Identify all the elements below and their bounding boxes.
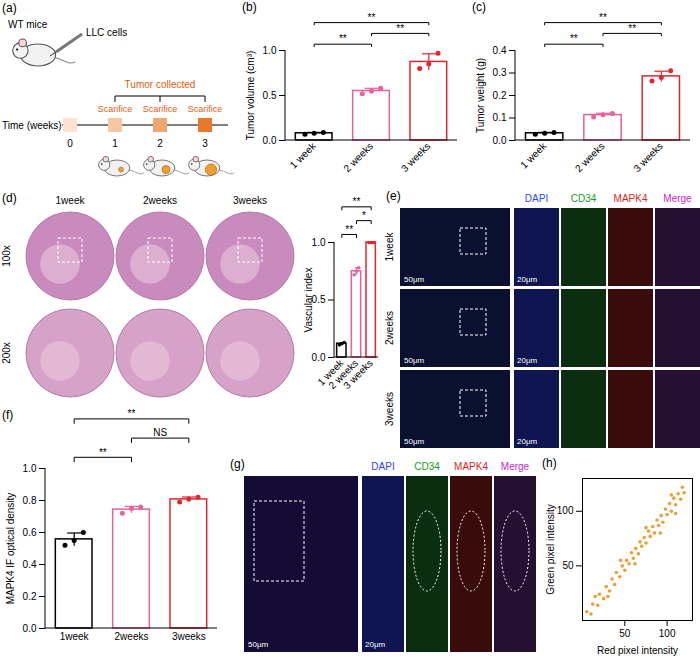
svg-text:2 weeks: 2 weeks (341, 140, 375, 174)
svg-text:**: ** (570, 33, 578, 44)
svg-text:0.0: 0.0 (263, 135, 277, 146)
svg-text:MAPK4 IF optical density: MAPK4 IF optical density (5, 493, 16, 605)
svg-text:**: ** (368, 12, 376, 23)
svg-text:0.6: 0.6 (23, 527, 37, 538)
svg-text:Scarifice: Scarifice (98, 104, 133, 114)
svg-text:3 weeks: 3 weeks (341, 357, 375, 391)
svg-text:1week: 1week (384, 232, 395, 262)
svg-text:3weeks: 3weeks (233, 195, 267, 206)
svg-text:0.2: 0.2 (493, 90, 507, 101)
svg-text:(g): (g) (230, 457, 245, 471)
svg-text:(e): (e) (386, 189, 401, 203)
svg-text:LLC cells: LLC cells (86, 27, 127, 38)
svg-text:0.3: 0.3 (493, 67, 507, 78)
svg-text:1.0: 1.0 (312, 237, 326, 248)
svg-text:MAPK4: MAPK4 (454, 461, 488, 472)
svg-text:1week: 1week (60, 631, 90, 642)
svg-text:20μm: 20μm (365, 640, 386, 649)
html-text:(h): (h) (542, 456, 557, 470)
svg-text:0.0: 0.0 (23, 623, 37, 634)
svg-text:3weeks: 3weeks (172, 631, 206, 642)
svg-text:0: 0 (67, 138, 73, 149)
svg-text:*: * (362, 210, 366, 221)
svg-text:3 weeks: 3 weeks (631, 140, 665, 174)
svg-text:20μm: 20μm (517, 356, 538, 365)
html-text:(c): (c) (472, 0, 486, 14)
svg-text:**: ** (345, 224, 353, 235)
svg-text:**: ** (353, 196, 361, 207)
svg-text:Merge: Merge (663, 193, 692, 204)
svg-text:50μm: 50μm (404, 275, 425, 284)
svg-text:1.0: 1.0 (23, 463, 37, 474)
svg-text:DAPI: DAPI (525, 193, 548, 204)
svg-text:0.0: 0.0 (493, 135, 507, 146)
svg-text:Scarifice: Scarifice (188, 104, 223, 114)
svg-text:(d): (d) (2, 191, 17, 205)
svg-text:100: 100 (557, 505, 574, 516)
svg-text:DAPI: DAPI (371, 461, 394, 472)
svg-text:**: ** (599, 12, 607, 23)
svg-text:CD34: CD34 (571, 193, 597, 204)
svg-text:0.4: 0.4 (23, 559, 37, 570)
svg-text:50: 50 (562, 560, 574, 571)
svg-text:2weeks: 2weeks (143, 195, 177, 206)
svg-text:3weeks: 3weeks (384, 392, 395, 426)
svg-text:2weeks: 2weeks (115, 631, 149, 642)
svg-text:Time (weeks): Time (weeks) (2, 120, 62, 131)
svg-text:200x: 200x (1, 342, 12, 364)
svg-text:Red pixel intensity: Red pixel intensity (597, 645, 678, 656)
svg-text:50μm: 50μm (404, 437, 425, 446)
svg-text:MAPK4: MAPK4 (614, 193, 648, 204)
svg-text:20μm: 20μm (517, 275, 538, 284)
svg-text:1 week: 1 week (288, 140, 319, 171)
svg-text:0.1: 0.1 (493, 112, 507, 123)
svg-text:50μm: 50μm (404, 356, 425, 365)
svg-text:3 weeks: 3 weeks (399, 140, 433, 174)
svg-text:100x: 100x (1, 245, 12, 267)
svg-text:50μm: 50μm (248, 640, 269, 649)
svg-text:100: 100 (659, 628, 676, 639)
svg-text:Green pixel intensity: Green pixel intensity (545, 504, 556, 595)
svg-text:2: 2 (157, 138, 163, 149)
svg-text:0.4: 0.4 (493, 45, 507, 56)
svg-text:**: ** (99, 447, 107, 458)
html-text:(b): (b) (242, 0, 257, 14)
svg-text:2 weeks: 2 weeks (573, 140, 607, 174)
svg-text:0.0: 0.0 (312, 352, 326, 363)
svg-text:2 weeks: 2 weeks (326, 357, 361, 392)
svg-text:50: 50 (619, 628, 631, 639)
svg-text:3: 3 (202, 138, 208, 149)
html-text:(f): (f) (2, 408, 14, 422)
svg-text:**: ** (396, 23, 404, 34)
svg-text:Vascular index: Vascular index (303, 268, 314, 333)
svg-text:0.5: 0.5 (263, 90, 277, 101)
svg-text:CD34: CD34 (414, 461, 440, 472)
svg-text:Scarifice: Scarifice (143, 104, 178, 114)
svg-text:1 week: 1 week (315, 357, 346, 388)
svg-text:1: 1 (112, 138, 118, 149)
svg-text:0.2: 0.2 (23, 591, 37, 602)
svg-text:1.0: 1.0 (263, 45, 277, 56)
svg-text:NS: NS (153, 427, 167, 438)
svg-text:**: ** (128, 408, 136, 419)
svg-text:0.8: 0.8 (23, 495, 37, 506)
svg-text:Tumor volume (cm³): Tumor volume (cm³) (245, 51, 256, 141)
svg-text:Tumor weight (g): Tumor weight (g) (475, 58, 486, 133)
svg-text:20μm: 20μm (517, 437, 538, 446)
svg-text:Tumor collected: Tumor collected (125, 79, 196, 90)
svg-text:1week: 1week (56, 195, 86, 206)
svg-text:**: ** (339, 33, 347, 44)
svg-text:0.5: 0.5 (312, 294, 326, 305)
svg-text:WT mice: WT mice (8, 19, 48, 30)
svg-text:2weeks: 2weeks (384, 311, 395, 345)
svg-text:Merge: Merge (501, 461, 530, 472)
svg-text:(a): (a) (2, 1, 17, 15)
svg-text:**: ** (628, 23, 636, 34)
svg-text:1 week: 1 week (518, 140, 549, 171)
